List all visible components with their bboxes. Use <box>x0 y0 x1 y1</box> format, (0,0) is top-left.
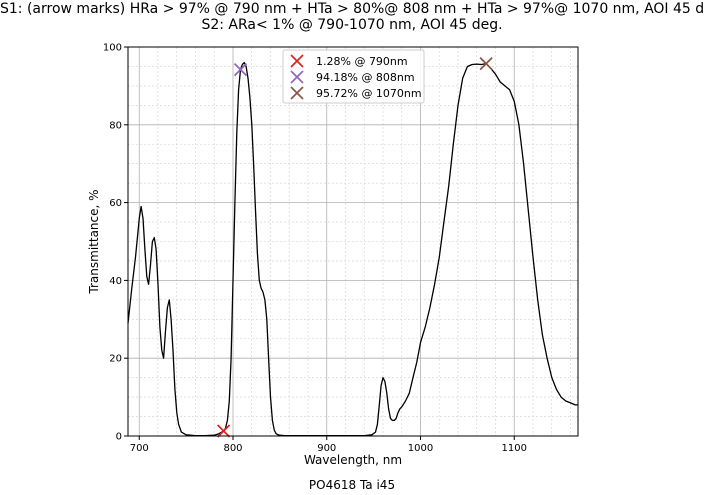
footer-caption: PO4618 Ta i45 <box>308 478 396 492</box>
y-tick-label: 100 <box>103 43 122 54</box>
x-axis-label: Wavelength, nm <box>304 453 402 467</box>
chart-title-line-2: S2: ARa< 1% @ 790-1070 nm, AOI 45 deg. <box>201 17 503 33</box>
legend-marker <box>290 54 304 68</box>
data-marker <box>479 57 493 71</box>
cross-stroke <box>216 424 231 438</box>
tick-layer: 700 800 900 1000 1100 0 20 40 60 80 100 <box>103 43 527 455</box>
y-tick-label: 20 <box>109 354 122 365</box>
legend-label: 1.28% @ 790nm <box>316 55 408 68</box>
grid <box>128 46 578 437</box>
cross-stroke <box>479 57 493 71</box>
legend-marker <box>290 86 304 100</box>
curve-layer <box>127 61 578 437</box>
chart-title-line-1: S1: (arrow marks) HRa > 97% @ 790 nm + H… <box>0 1 704 17</box>
x-tick-label: 900 <box>317 443 336 454</box>
x-tick-label: 1000 <box>408 443 433 454</box>
y-tick-label: 60 <box>109 198 122 209</box>
cross-stroke <box>290 70 304 84</box>
x-tick-label: 1100 <box>502 443 527 454</box>
cross-stroke <box>290 54 304 68</box>
transmittance-curve <box>127 61 578 437</box>
legend: 1.28% @ 790nm 94.18% @ 808nm 95.72% @ 1070… <box>282 49 425 104</box>
legend-marker <box>290 70 304 84</box>
legend-label: 94.18% @ 808nm <box>316 71 415 84</box>
plot-frame <box>127 46 579 437</box>
cross-stroke <box>290 86 304 100</box>
x-tick-label: 700 <box>130 443 149 454</box>
data-marker <box>216 424 231 438</box>
legend-box <box>282 49 425 104</box>
data-marker <box>233 63 248 77</box>
y-tick-label: 80 <box>109 120 122 131</box>
marker-layer <box>216 57 493 438</box>
x-tick-label: 800 <box>223 443 242 454</box>
y-axis-label: Transmittance, % <box>87 189 101 294</box>
y-tick-label: 40 <box>109 276 122 287</box>
y-tick-label: 0 <box>116 432 122 443</box>
legend-label: 95.72% @ 1070nm <box>316 87 422 100</box>
cross-stroke <box>233 63 248 77</box>
